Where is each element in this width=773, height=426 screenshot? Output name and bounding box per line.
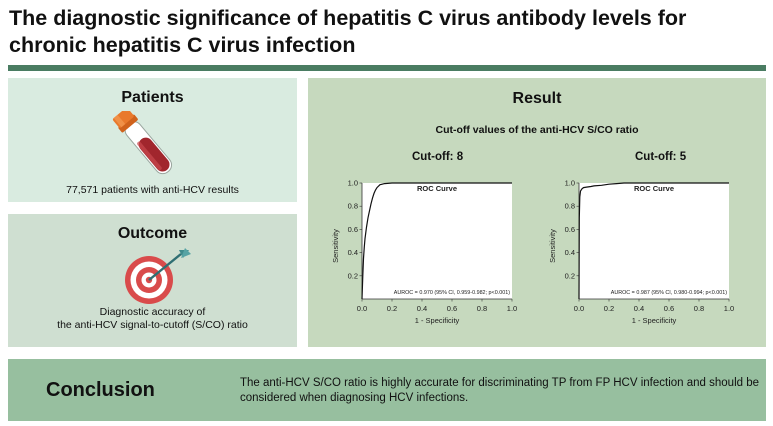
outcome-text-line1: Diagnostic accuracy of (99, 306, 206, 318)
x-tick-label: 0.2 (387, 304, 397, 313)
y-tick-label: 0.4 (565, 248, 575, 257)
x-tick-label: 0.0 (357, 304, 367, 313)
y-axis-label: Sensitivity (548, 229, 557, 263)
chart-title: ROC Curve (417, 184, 457, 193)
y-tick-label: 0.2 (348, 271, 358, 280)
page-title: The diagnostic significance of hepatitis… (9, 6, 687, 57)
x-tick-label: 0.4 (634, 304, 644, 313)
y-axis-label: Sensitivity (331, 229, 340, 263)
outcome-panel: Outcome Diagnostic accuracy of the anti-… (8, 214, 297, 347)
patients-text: 77,571 patients with anti-HCV results (66, 184, 239, 196)
result-panel: Result Cut-off values of the anti-HCV S/… (308, 78, 766, 347)
x-axis-label: 1 - Specificity (415, 316, 460, 325)
x-tick-label: 0.0 (574, 304, 584, 313)
y-tick-label: 1.0 (348, 179, 358, 188)
x-axis-label: 1 - Specificity (632, 316, 677, 325)
x-tick-label: 0.6 (664, 304, 674, 313)
y-tick-label: 0.6 (565, 225, 575, 234)
result-subheading: Cut-off values of the anti-HCV S/CO rati… (435, 124, 639, 136)
title-divider (8, 65, 766, 71)
conclusion-label: Conclusion (46, 379, 155, 401)
x-tick-label: 1.0 (724, 304, 734, 313)
cutoff-label-left: Cut-off: 8 (412, 151, 464, 163)
y-tick-label: 0.6 (348, 225, 358, 234)
chart-title: ROC Curve (634, 184, 674, 193)
auroc-annotation: AUROC = 0.970 (95% CI, 0.959-0.982; p<0.… (394, 290, 510, 296)
x-tick-label: 0.8 (694, 304, 704, 313)
patients-panel: Patients 77,571 patients with anti-HCV r… (8, 78, 297, 202)
roc-curve-line (361, 182, 512, 300)
roc-chart-right: 0.0 0.2 0.4 0.6 0.8 1.0 0.2 0.4 0.6 0.8 1.0 ROC Cur… (548, 179, 734, 326)
roc-chart-left: 0.0 0.2 0.4 0.6 0.8 1.0 0.2 0.4 0.6 0.8 1.0 ROC Cur… (331, 179, 517, 326)
blood-tube-icon (112, 111, 173, 175)
x-tick-label: 0.2 (604, 304, 614, 313)
y-tick-label: 0.8 (348, 202, 358, 211)
cutoff-label-right: Cut-off: 5 (635, 151, 687, 163)
plot-area (579, 183, 729, 299)
x-tick-label: 0.6 (447, 304, 457, 313)
outcome-text-line2: the anti-HCV signal-to-cutoff (S/CO) rat… (57, 319, 248, 331)
outcome-heading: Outcome (117, 225, 188, 242)
y-tick-label: 0.2 (565, 271, 575, 280)
x-tick-label: 0.8 (477, 304, 487, 313)
y-tick-label: 0.4 (348, 248, 358, 257)
roc-curve-line (578, 182, 729, 300)
y-tick-label: 0.8 (565, 202, 575, 211)
target-arrow-icon (125, 248, 191, 304)
x-tick-label: 1.0 (507, 304, 517, 313)
conclusion-panel: Conclusion The anti-HCV S/CO ratio is hi… (8, 359, 766, 421)
conclusion-text: The anti-HCV S/CO ratio is highly accura… (240, 377, 760, 404)
plot-area (362, 183, 512, 299)
patients-heading: Patients (121, 89, 184, 106)
auroc-annotation: AUROC = 0.987 (95% CI, 0.980-0.994; p<0.… (611, 290, 727, 296)
x-tick-label: 0.4 (417, 304, 427, 313)
result-heading: Result (512, 90, 562, 107)
y-tick-label: 1.0 (565, 179, 575, 188)
